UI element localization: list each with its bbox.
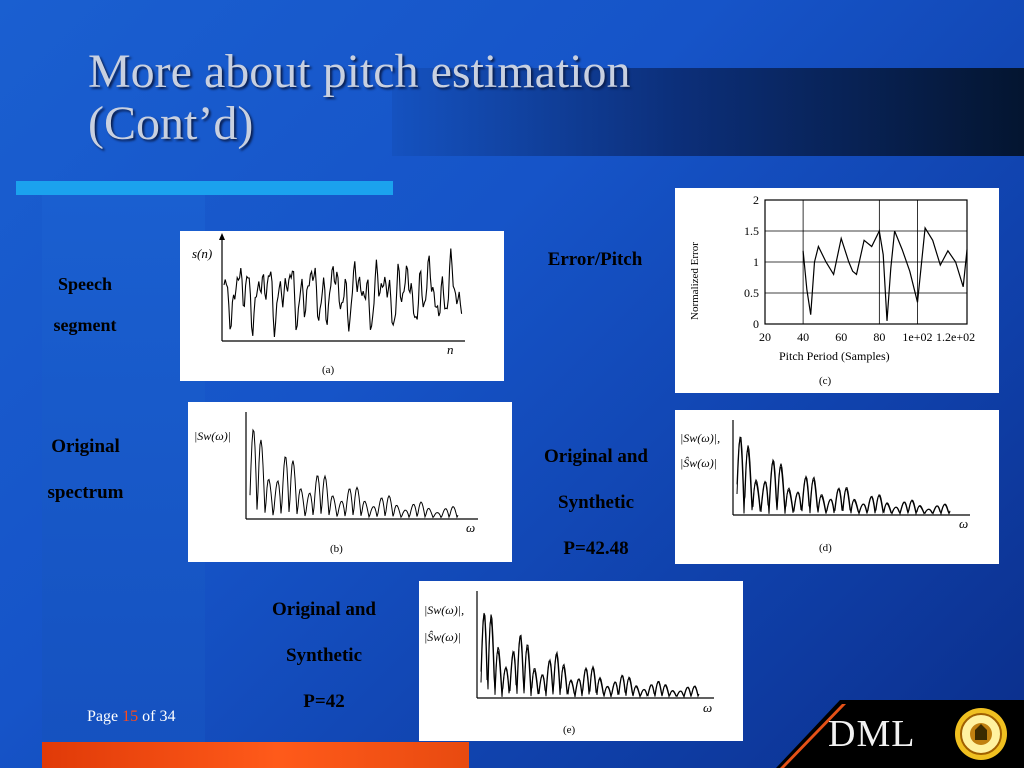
- panel-b-spectrum: |Sw(ω)| ω (b): [188, 402, 512, 562]
- synthetic-spectrum-curve: [480, 613, 700, 699]
- panel-d-ylabel-2: |Ŝw(ω)|: [680, 456, 717, 470]
- panel-b-caption: (b): [330, 543, 343, 555]
- x-tick-label: 80: [873, 330, 885, 344]
- label-line: Speech: [58, 274, 112, 294]
- panel-e-ylabel-1: |Sw(ω)|,: [424, 603, 464, 617]
- panel-d-synthetic: |Sw(ω)|, |Ŝw(ω)| ω (d): [675, 410, 999, 564]
- label-line: P=42.48: [563, 538, 629, 559]
- y-tick-label: 2: [753, 193, 759, 207]
- label-line: segment: [53, 315, 117, 335]
- page-current: 15: [122, 708, 139, 725]
- chart-grid: [765, 200, 967, 324]
- spectrum-curve: [249, 428, 459, 519]
- left-band: [42, 195, 205, 768]
- label-line: Original and: [544, 446, 648, 467]
- label-line: Synthetic: [286, 645, 362, 666]
- chart-frame: [764, 199, 968, 325]
- page-total: 34: [159, 708, 176, 725]
- panel-c-error-chart: 2 1.5 1 0.5 0 20 40 60 80 1e+02 1.2e+02 Normalize…: [675, 188, 999, 393]
- title-rule: [16, 181, 393, 195]
- label-line: Error/Pitch: [547, 249, 643, 270]
- panel-e-ylabel-2: |Ŝw(ω)|: [424, 630, 461, 644]
- x-tick-label: 40: [797, 330, 809, 344]
- label-orig-synth-1: Original and Synthetic P=42.48: [520, 434, 672, 572]
- header-band: [392, 68, 1024, 156]
- panel-a-ylabel: s(n): [192, 246, 212, 261]
- panel-d-caption: (d): [819, 542, 832, 554]
- label-line: Original and: [272, 599, 376, 620]
- error-series-line: [802, 226, 968, 321]
- synthetic-spectrum-curve: [736, 438, 951, 516]
- panel-d-xlabel: ω: [959, 516, 968, 531]
- footer-orange-bar: [42, 742, 469, 768]
- panel-c-xlabel: Pitch Period (Samples): [779, 349, 890, 363]
- page-counter: Page 15 of 34: [87, 708, 175, 726]
- title-line-1: More about pitch estimation: [88, 45, 631, 98]
- panel-d-ylabel-1: |Sw(ω)|,: [680, 431, 720, 445]
- panel-a-speech: s(n) n (a): [180, 231, 504, 381]
- panel-e-caption: (e): [563, 724, 576, 736]
- panel-a-caption: (a): [322, 364, 335, 376]
- logo-text: DML: [828, 713, 916, 755]
- label-original-spectrum: Original spectrum: [28, 424, 143, 516]
- y-tick-label: 1.5: [744, 224, 759, 238]
- title-line-2: (Cont’d): [88, 97, 254, 150]
- y-tick-label: 0: [753, 317, 759, 331]
- x-tick-label: 1.2e+02: [936, 330, 975, 344]
- slide-title: More about pitch estimation (Cont’d): [88, 46, 631, 150]
- x-tick-label: 60: [835, 330, 847, 344]
- y-tick-label: 1: [753, 255, 759, 269]
- panel-a-xlabel: n: [447, 342, 454, 357]
- label-error-pitch: Error/Pitch: [525, 237, 665, 283]
- label-line: spectrum: [47, 482, 124, 503]
- panel-b-ylabel: |Sw(ω)|: [194, 429, 231, 443]
- x-tick-label: 1e+02: [902, 330, 932, 344]
- panel-b-xlabel: ω: [466, 520, 475, 535]
- page-prefix: Page: [87, 708, 119, 725]
- label-line: Synthetic: [558, 492, 634, 513]
- label-line: Original: [51, 436, 120, 457]
- page-sep: of: [142, 708, 156, 725]
- x-tick-label: 20: [759, 330, 771, 344]
- panel-e-synthetic: |Sw(ω)|, |Ŝw(ω)| ω (e): [419, 581, 743, 741]
- panel-c-ylabel: Normalized Error: [689, 242, 701, 320]
- y-tick-label: 0.5: [744, 286, 759, 300]
- panel-e-xlabel: ω: [703, 700, 712, 715]
- speech-waveform: [223, 248, 463, 338]
- label-speech-segment: Speech segment: [40, 264, 130, 346]
- emblem-icon: [955, 708, 1007, 760]
- panel-c-caption: (c): [819, 375, 832, 387]
- label-orig-synth-2: Original and Synthetic P=42: [248, 587, 400, 725]
- logo-background: [776, 700, 1024, 768]
- label-line: P=42: [303, 691, 345, 712]
